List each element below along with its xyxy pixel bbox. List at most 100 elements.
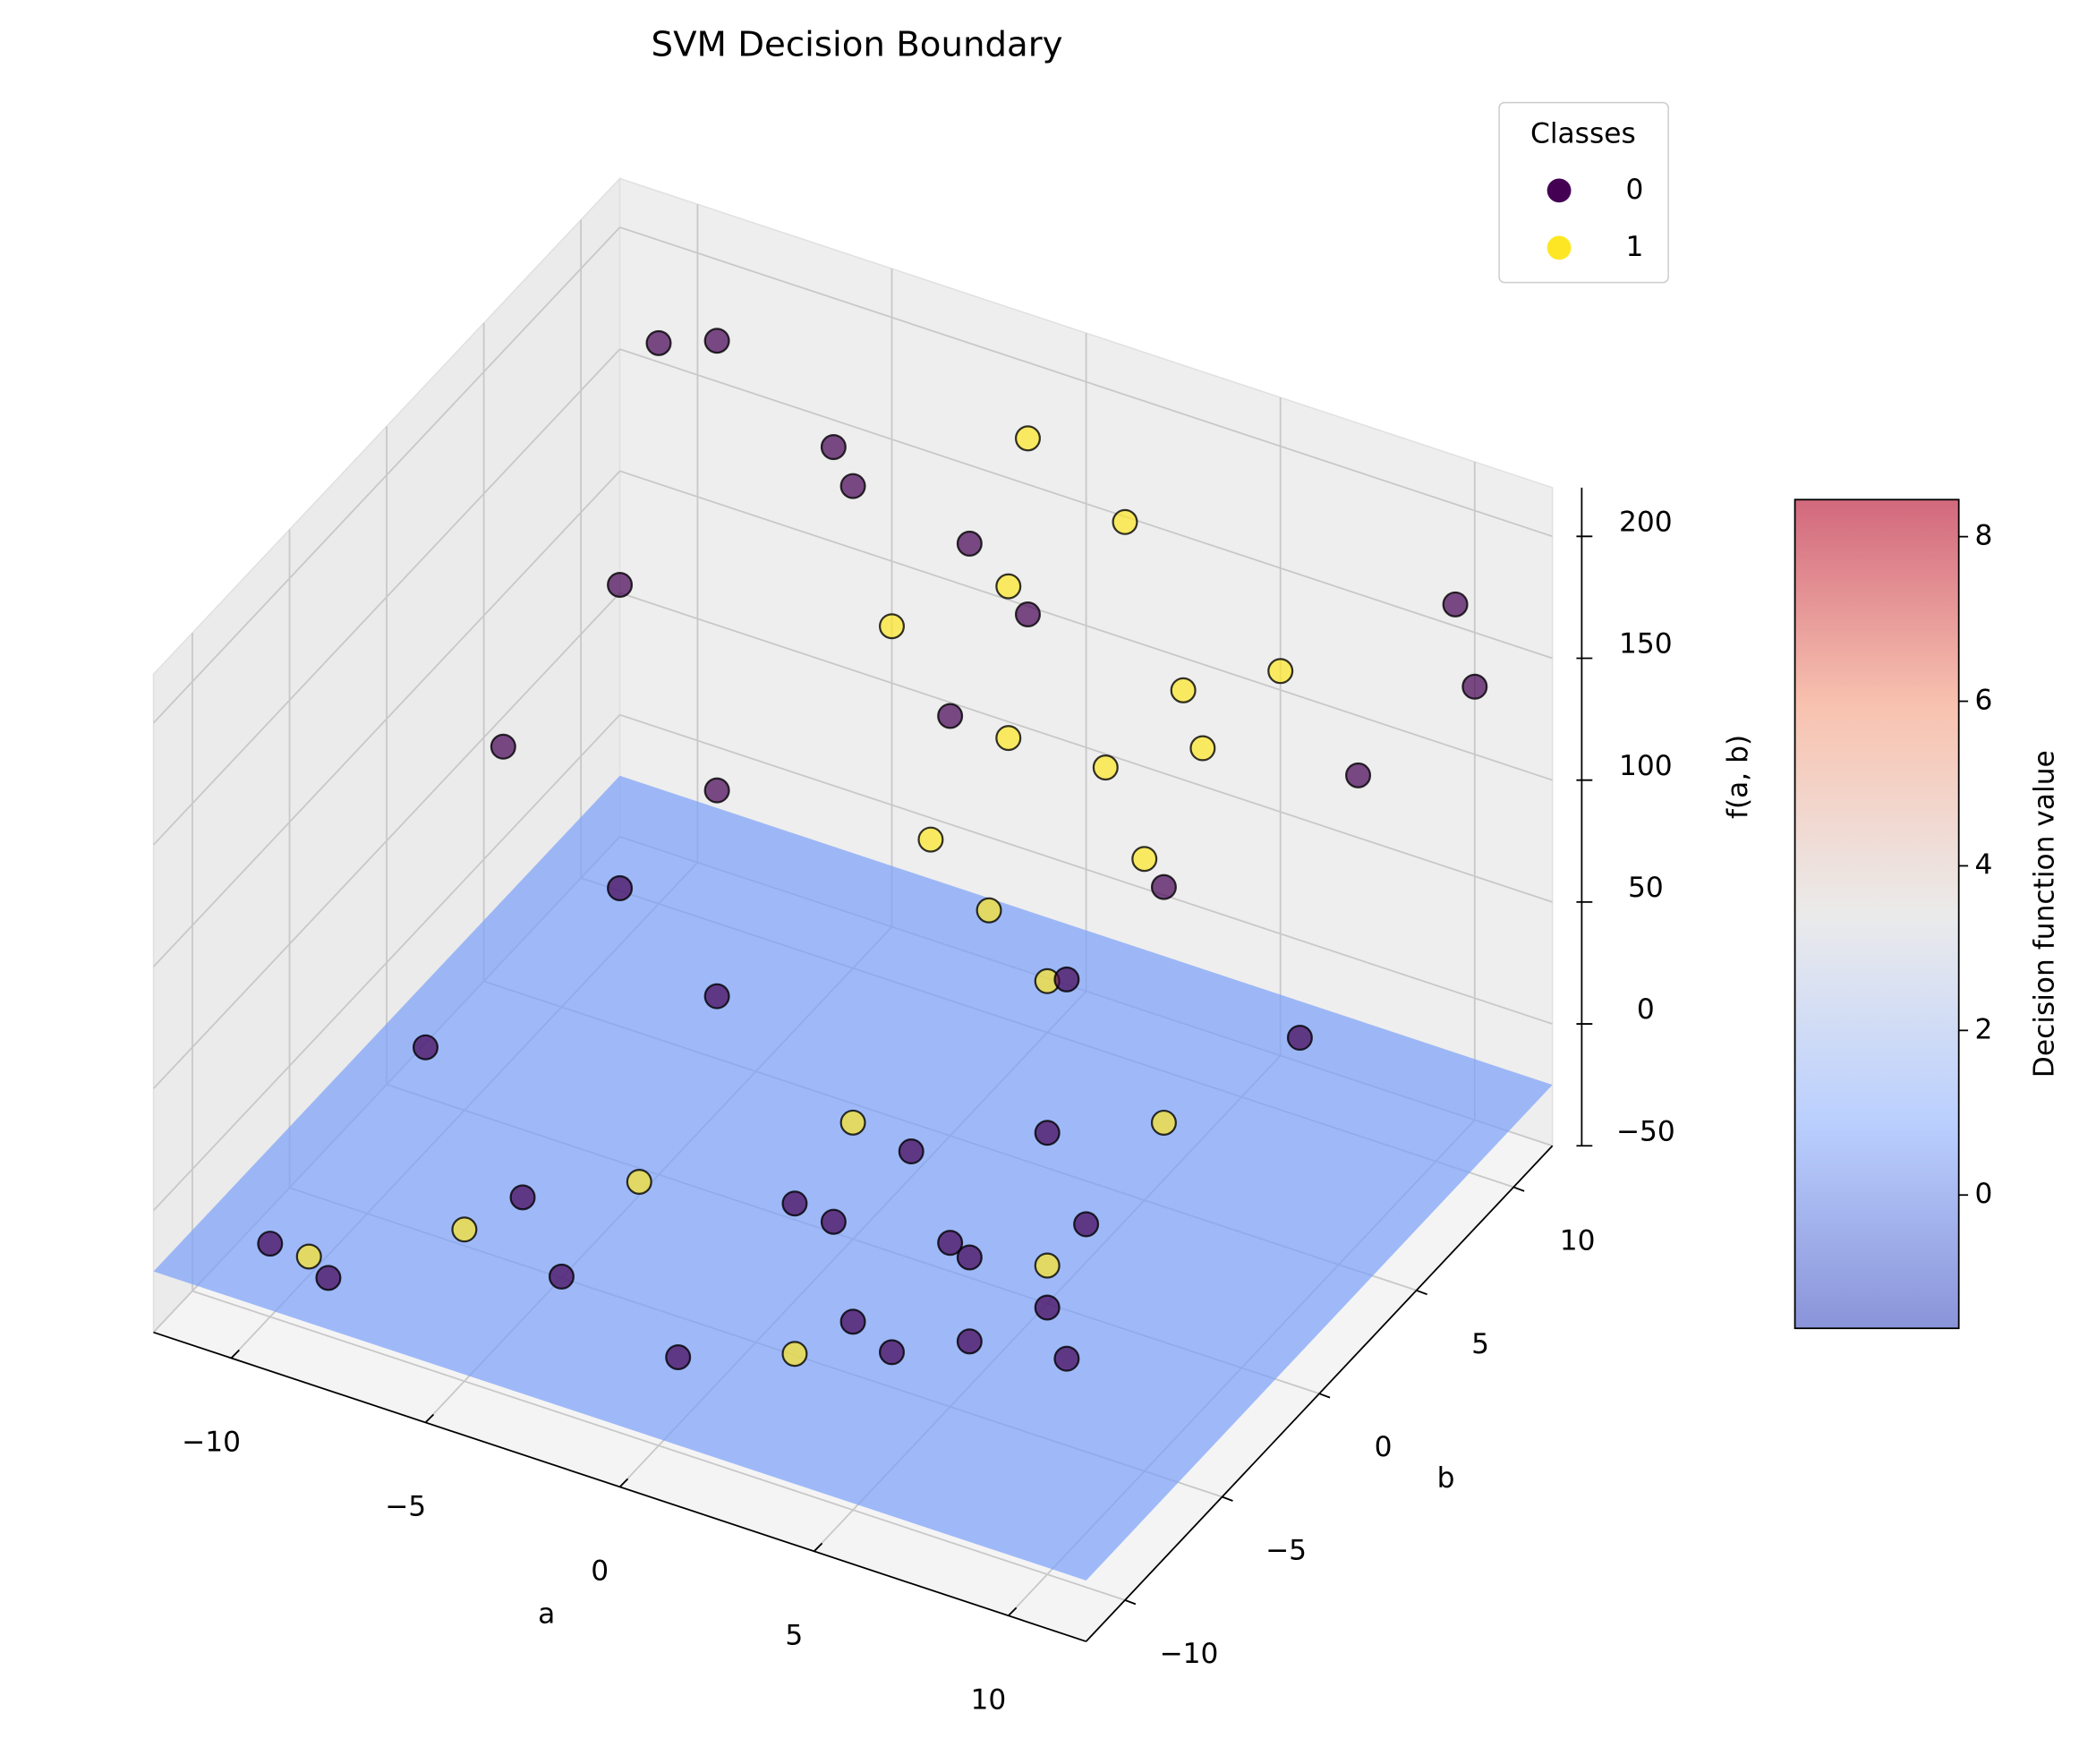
legend-label: 1 (1626, 231, 1644, 263)
data-point (451, 1216, 478, 1243)
data-point (645, 329, 672, 356)
colorbar-tick-label: 6 (1975, 685, 1993, 717)
x-tick-label: 0 (591, 1555, 609, 1588)
grid-line (152, 592, 621, 1089)
data-point (257, 1231, 284, 1257)
tick-mark (1008, 1606, 1018, 1616)
data-point (956, 1328, 983, 1355)
data-point (820, 1208, 847, 1235)
data-point (839, 1308, 866, 1335)
data-point (703, 328, 730, 354)
data-point (1112, 508, 1138, 535)
data-point (878, 613, 906, 640)
data-point (995, 573, 1022, 600)
grid-line (152, 226, 621, 724)
grid-line (619, 470, 1553, 781)
data-point (295, 1243, 322, 1270)
data-point (1034, 1294, 1061, 1321)
data-point (1170, 677, 1197, 703)
x-tick-label: 10 (971, 1684, 1007, 1717)
data-point (1267, 658, 1294, 685)
data-point (956, 1244, 983, 1271)
x-axis-line (153, 1331, 1086, 1642)
y-tick-label: 0 (1375, 1431, 1393, 1463)
grid-line (619, 348, 1553, 660)
legend-title: Classes (1530, 117, 1636, 149)
x-axis-label: a (538, 1598, 555, 1630)
data-point (315, 1265, 342, 1291)
data-point (937, 703, 964, 729)
colorbar-label: Decision function value (2028, 750, 2060, 1078)
tick-mark (814, 1542, 823, 1552)
y-axis-label: b (1437, 1461, 1455, 1494)
data-point (995, 725, 1022, 752)
data-point (607, 874, 634, 901)
z-axis-label: f(a, b) (1722, 735, 1754, 819)
y-tick-label: 5 (1471, 1328, 1489, 1360)
legend-marker (1546, 235, 1572, 260)
x-tick-label: −5 (385, 1491, 426, 1523)
data-point (1073, 1211, 1100, 1238)
data-point (937, 1230, 964, 1257)
grid-line (619, 713, 1553, 1025)
tick-mark (1124, 1599, 1137, 1606)
data-point (1286, 1025, 1313, 1052)
z-tick-label: 50 (1628, 872, 1664, 904)
data-point (839, 473, 866, 499)
decision-surface (153, 775, 1553, 1581)
z-tick-label: 150 (1619, 628, 1673, 660)
grid-line (152, 470, 621, 967)
data-point (1034, 1252, 1061, 1279)
grid-line (152, 348, 621, 846)
data-point (703, 777, 730, 804)
data-point (1034, 1120, 1061, 1146)
data-point (1014, 425, 1041, 452)
data-point (509, 1184, 536, 1211)
y-tick-label: −10 (1160, 1638, 1219, 1670)
data-point (1150, 873, 1177, 900)
data-point (976, 897, 1002, 924)
grid-line (152, 714, 621, 1212)
data-point (703, 983, 730, 1010)
grid-line (192, 1290, 1126, 1601)
tick-mark (1318, 1393, 1331, 1399)
legend-marker (1546, 178, 1572, 203)
data-point (1150, 1109, 1177, 1136)
data-point (412, 1034, 439, 1061)
z-tick-label: 0 (1637, 993, 1655, 1026)
data-point (1092, 754, 1119, 781)
data-point (898, 1138, 924, 1165)
data-point (1189, 735, 1216, 762)
y-axis-line (1085, 1145, 1554, 1642)
data-point (1345, 762, 1372, 788)
z-tick-label: 200 (1619, 506, 1673, 538)
data-point (781, 1190, 808, 1217)
z-tick-label: 100 (1619, 750, 1673, 782)
colorbar (1794, 499, 1960, 1330)
data-point (626, 1168, 652, 1195)
data-point (607, 571, 634, 598)
tick-mark (618, 1478, 629, 1487)
tick-mark (1416, 1289, 1427, 1296)
data-point (665, 1343, 692, 1371)
data-point (1461, 673, 1488, 700)
grid-line (619, 592, 1553, 903)
data-point (956, 530, 983, 557)
legend-box (1498, 101, 1669, 284)
data-point (548, 1263, 575, 1290)
grid-line (619, 226, 1553, 538)
data-point (1014, 601, 1041, 628)
data-point (820, 434, 847, 461)
tick-mark (1512, 1186, 1525, 1192)
data-point (839, 1109, 866, 1136)
colorbar-tick-label: 2 (1975, 1013, 1993, 1045)
colorbar-tick-label: 8 (1975, 520, 1993, 552)
y-tick-label: −5 (1265, 1535, 1307, 1567)
colorbar-tick-label: 0 (1975, 1178, 1993, 1210)
data-point (1053, 1345, 1080, 1372)
chart-title: SVM Decision Boundary (652, 25, 1063, 65)
x-tick-label: −10 (182, 1427, 241, 1459)
data-point (490, 733, 516, 760)
y-tick-label: 10 (1560, 1224, 1596, 1257)
